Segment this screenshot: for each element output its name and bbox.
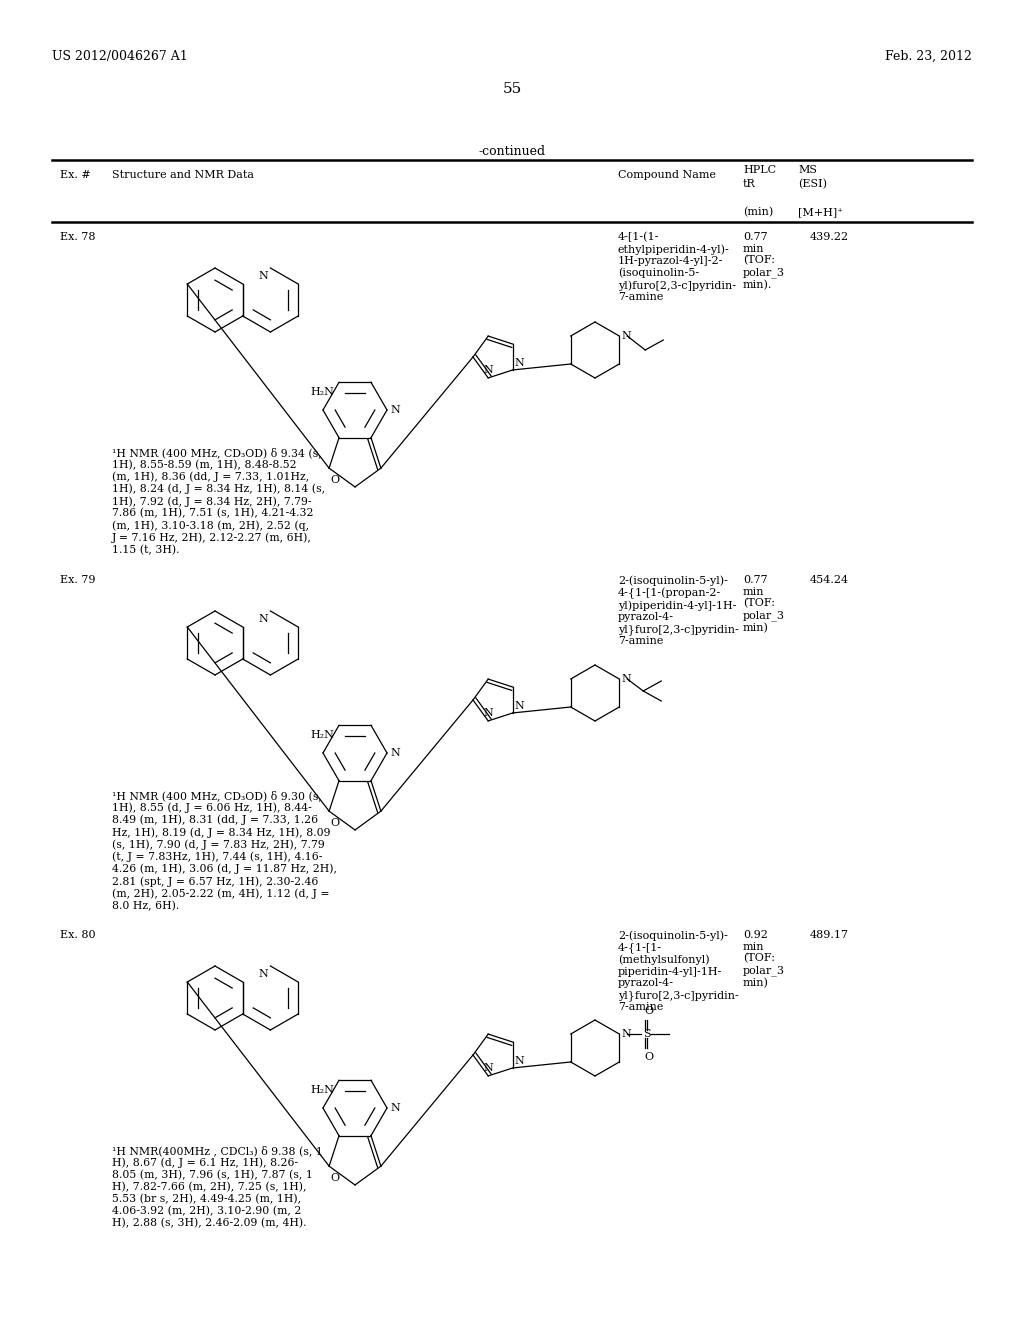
- Text: 4-[1-(1-
ethylpiperidin-4-yl)-
1H-pyrazol-4-yl]-2-
(isoquinolin-5-
yl)furo[2,3-c: 4-[1-(1- ethylpiperidin-4-yl)- 1H-pyrazo…: [618, 232, 736, 302]
- Text: H₂N: H₂N: [310, 730, 334, 741]
- Text: O: O: [645, 1052, 653, 1063]
- Text: 2-(isoquinolin-5-yl)-
4-{1-[1-(propan-2-
yl)piperidin-4-yl]-1H-
pyrazol-4-
yl}fu: 2-(isoquinolin-5-yl)- 4-{1-[1-(propan-2-…: [618, 576, 738, 647]
- Text: ¹H NMR(400MHz , CDCl₃) δ 9.38 (s, 1
H), 8.67 (d, J = 6.1 Hz, 1H), 8.26-
8.05 (m,: ¹H NMR(400MHz , CDCl₃) δ 9.38 (s, 1 H), …: [112, 1144, 323, 1228]
- Text: 55: 55: [503, 82, 521, 96]
- Text: N: N: [515, 701, 524, 711]
- Text: N: N: [622, 1030, 631, 1039]
- Text: [M+H]⁺: [M+H]⁺: [798, 207, 843, 216]
- Text: N: N: [259, 614, 268, 624]
- Text: O: O: [330, 1172, 339, 1183]
- Text: Compound Name: Compound Name: [618, 170, 716, 180]
- Text: 439.22: 439.22: [810, 232, 849, 242]
- Text: 2-(isoquinolin-5-yl)-
4-{1-[1-
(methylsulfonyl)
piperidin-4-yl]-1H-
pyrazol-4-
y: 2-(isoquinolin-5-yl)- 4-{1-[1- (methylsu…: [618, 931, 738, 1012]
- Text: H₂N: H₂N: [310, 387, 334, 397]
- Text: N: N: [390, 748, 399, 758]
- Text: N: N: [483, 364, 494, 375]
- Text: N: N: [483, 708, 494, 718]
- Text: N: N: [515, 1056, 524, 1067]
- Text: 0.77
min
(TOF:
polar_3
min).: 0.77 min (TOF: polar_3 min).: [743, 232, 785, 290]
- Text: -continued: -continued: [478, 145, 546, 158]
- Text: S: S: [643, 1030, 651, 1039]
- Text: Structure and NMR Data: Structure and NMR Data: [112, 170, 254, 180]
- Text: N: N: [515, 358, 524, 368]
- Text: N: N: [259, 271, 268, 281]
- Text: N: N: [622, 331, 631, 341]
- Text: N: N: [390, 405, 399, 414]
- Text: H₂N: H₂N: [310, 1085, 334, 1096]
- Text: Ex. 79: Ex. 79: [60, 576, 95, 585]
- Text: MS: MS: [798, 165, 817, 176]
- Text: O: O: [645, 1006, 653, 1016]
- Text: Ex. 78: Ex. 78: [60, 232, 95, 242]
- Text: 0.92
min
(TOF:
polar_3
min): 0.92 min (TOF: polar_3 min): [743, 931, 785, 987]
- Text: N: N: [483, 1063, 494, 1073]
- Text: (ESI): (ESI): [798, 180, 827, 189]
- Text: N: N: [259, 969, 268, 979]
- Text: ¹H NMR (400 MHz, CD₃OD) δ 9.30 (s,
1H), 8.55 (d, J = 6.06 Hz, 1H), 8.44-
8.49 (m: ¹H NMR (400 MHz, CD₃OD) δ 9.30 (s, 1H), …: [112, 789, 337, 911]
- Text: O: O: [330, 817, 339, 828]
- Text: N: N: [622, 675, 631, 684]
- Text: (min): (min): [743, 207, 773, 218]
- Text: tR: tR: [743, 180, 756, 189]
- Text: US 2012/0046267 A1: US 2012/0046267 A1: [52, 50, 187, 63]
- Text: HPLC: HPLC: [743, 165, 776, 176]
- Text: 0.77
min
(TOF:
polar_3
min): 0.77 min (TOF: polar_3 min): [743, 576, 785, 632]
- Text: 489.17: 489.17: [810, 931, 849, 940]
- Text: O: O: [330, 475, 339, 484]
- Text: Ex. 80: Ex. 80: [60, 931, 95, 940]
- Text: N: N: [390, 1104, 399, 1113]
- Text: 454.24: 454.24: [810, 576, 849, 585]
- Text: Ex. #: Ex. #: [60, 170, 91, 180]
- Text: Feb. 23, 2012: Feb. 23, 2012: [885, 50, 972, 63]
- Text: ¹H NMR (400 MHz, CD₃OD) δ 9.34 (s,
1H), 8.55-8.59 (m, 1H), 8.48-8.52
(m, 1H), 8.: ¹H NMR (400 MHz, CD₃OD) δ 9.34 (s, 1H), …: [112, 447, 326, 556]
